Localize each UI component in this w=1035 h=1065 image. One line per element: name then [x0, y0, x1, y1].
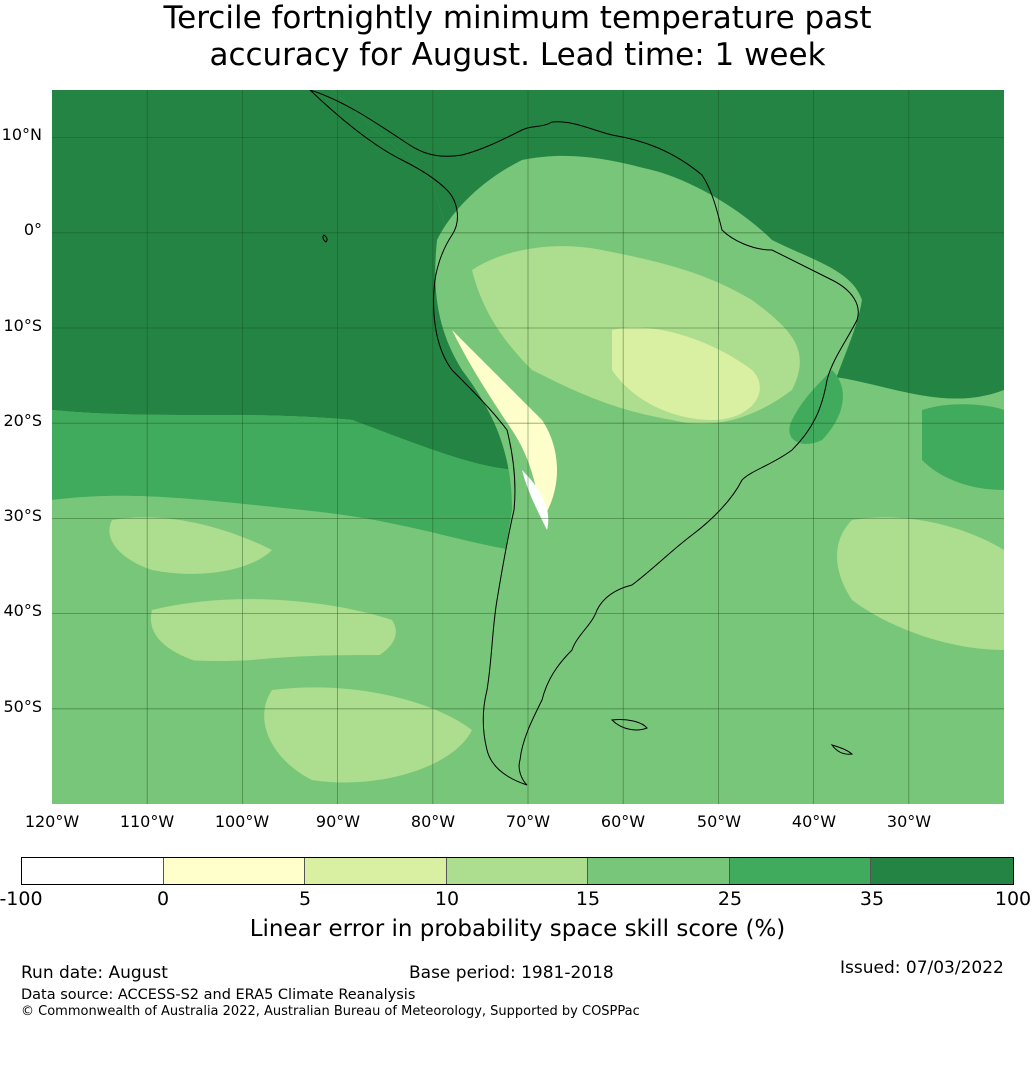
base-period: Base period: 1981-2018 [409, 963, 614, 983]
colorbar-segment-3 [446, 858, 589, 884]
lon-label-100w: 100°W [214, 812, 270, 831]
lat-label-30s: 30°S [3, 506, 42, 525]
andes-peak-white [522, 470, 549, 530]
coastline [309, 90, 859, 786]
lon-label-90w: 90°W [315, 812, 361, 831]
colorbar-segment-6 [871, 858, 1013, 884]
south-georgia [830, 744, 854, 755]
lon-label-40w: 40°W [791, 812, 837, 831]
galapagos-islands [322, 234, 328, 243]
lat-label-20s: 20°S [3, 411, 42, 430]
andes-ridge-light [452, 330, 557, 520]
east-coast-medium-patch [789, 370, 843, 444]
lon-label-50w: 50°W [696, 812, 742, 831]
graticule [52, 90, 1004, 804]
colorbar-tick-10: 10 [434, 888, 460, 910]
colorbar-tick-100: 100 [994, 888, 1032, 910]
light-patch-atlantic [837, 517, 1004, 650]
colorbar [21, 857, 1014, 885]
lon-label-30w: 30°W [886, 812, 932, 831]
colorbar-segment-4 [588, 858, 730, 884]
colorbar-tick-minus-100: -100 [0, 888, 43, 910]
light-patch-south [264, 687, 472, 783]
colorbar-label: Linear error in probability space skill … [249, 916, 786, 942]
medium-skill-band-pacific [52, 410, 522, 550]
colorbar-tick-15: 15 [575, 888, 601, 910]
colorbar-segment-1 [163, 858, 306, 884]
skill-score-map [52, 90, 1004, 804]
light-patch-pacific-1 [109, 517, 272, 574]
issued-date: Issued: 07/03/2022 [840, 958, 1004, 978]
title-line-1: Tercile fortnightly minimum temperature … [163, 0, 872, 36]
colorbar-tick-0: 0 [156, 888, 170, 910]
copyright: © Commonwealth of Australia 2022, Austra… [21, 1004, 640, 1019]
colorbar-segment-5 [729, 858, 872, 884]
colorbar-tick-25: 25 [717, 888, 743, 910]
map-title: Tercile fortnightly minimum temperature … [0, 0, 1035, 74]
dark-skill-region-pacific [52, 90, 522, 470]
falkland-islands [610, 719, 648, 731]
title-line-2: accuracy for August. Lead time: 1 week [209, 37, 826, 73]
medium-patch-atlantic [922, 404, 1004, 490]
lat-label-50s: 50°S [3, 697, 42, 716]
colorbar-segment-2 [305, 858, 447, 884]
colorbar-tick-35: 35 [859, 888, 885, 910]
lon-label-80w: 80°W [410, 812, 456, 831]
run-date: Run date: August [21, 963, 168, 983]
lat-label-0: 0° [23, 220, 42, 239]
colorbar-tick-5: 5 [298, 888, 312, 910]
lat-label-40s: 40°S [3, 601, 42, 620]
central-brazil-light-region [612, 327, 760, 420]
lon-label-70w: 70°W [505, 812, 551, 831]
lon-label-110w: 110°W [119, 812, 175, 831]
colorbar-segment-0 [22, 858, 164, 884]
map-panel [52, 90, 1004, 804]
data-source: Data source: ACCESS-S2 and ERA5 Climate … [21, 987, 416, 1003]
lon-label-60w: 60°W [600, 812, 646, 831]
lon-label-120w: 120°W [24, 812, 80, 831]
lat-label-10s: 10°S [3, 316, 42, 335]
lat-label-10n: 10°N [1, 125, 42, 144]
